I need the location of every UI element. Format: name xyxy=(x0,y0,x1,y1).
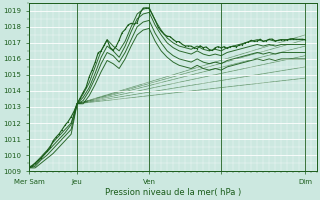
X-axis label: Pression niveau de la mer( hPa ): Pression niveau de la mer( hPa ) xyxy=(105,188,241,197)
